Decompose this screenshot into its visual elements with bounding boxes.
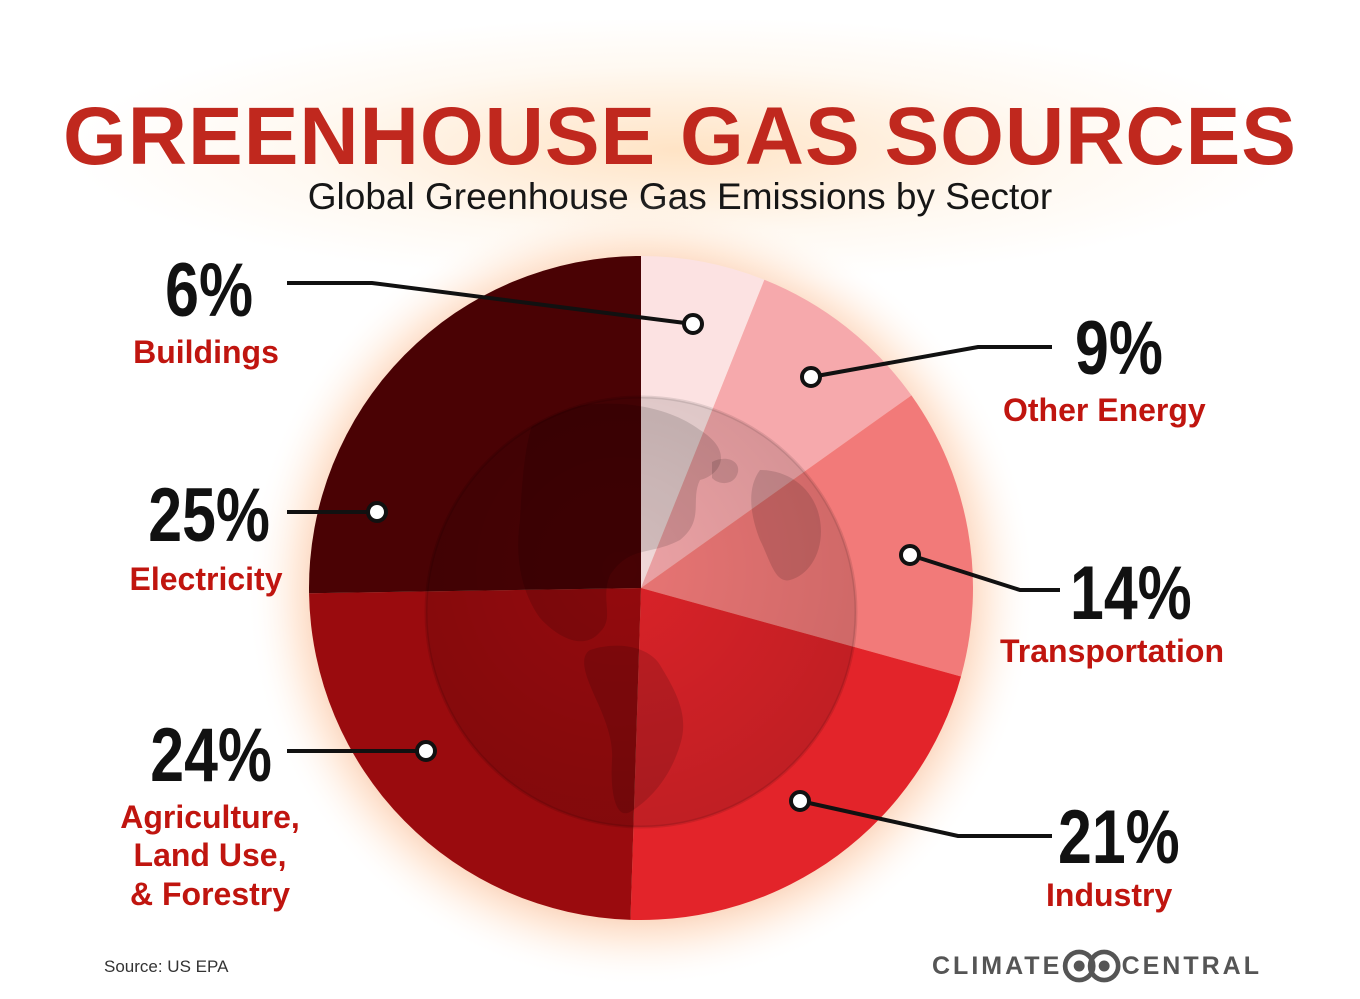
leader-line-industry <box>799 799 1052 838</box>
electricity-percent: 25% <box>148 473 270 558</box>
agriculture-percent: 24% <box>150 713 272 798</box>
other-energy-label: Other Energy <box>1003 392 1206 428</box>
leader-dot-buildings <box>682 313 704 335</box>
brand-word-right: CENTRAL <box>1121 951 1262 980</box>
other-energy-percent: 9% <box>1075 306 1163 391</box>
buildings-percent: 6% <box>165 248 253 333</box>
transportation-percent: 14% <box>1070 551 1192 636</box>
leader-dot-other-energy <box>800 366 822 388</box>
leader-dot-electricity <box>366 501 388 523</box>
brand-word-left: CLIMATE <box>932 951 1063 980</box>
source-note: Source: US EPA <box>104 957 229 976</box>
transportation-label: Transportation <box>1000 633 1225 669</box>
globe-icon <box>424 395 858 829</box>
climate-central-logo-icon <box>1063 949 1121 983</box>
industry-label: Industry <box>1046 877 1173 913</box>
leader-dot-industry <box>789 790 811 812</box>
leader-dot-transportation <box>899 544 921 566</box>
leader-line-transportation <box>909 553 1060 592</box>
agriculture-label: Agriculture, Land Use, & Forestry <box>95 798 325 913</box>
leader-line-other-energy <box>810 345 1052 379</box>
buildings-label: Buildings <box>133 334 279 370</box>
agriculture-label-line-1: Agriculture, <box>120 799 300 835</box>
industry-percent: 21% <box>1058 795 1180 880</box>
agriculture-label-line-3: & Forestry <box>129 875 291 912</box>
chart-title: GREENHOUSE GAS SOURCES <box>63 91 1297 182</box>
agriculture-label-line-2: Land Use, <box>133 837 287 874</box>
leader-dot-agriculture <box>415 740 437 762</box>
electricity-label: Electricity <box>129 561 283 597</box>
climate-central-brand: CLIMATE CENTRAL <box>932 944 1262 988</box>
leader-line-buildings <box>287 281 694 326</box>
